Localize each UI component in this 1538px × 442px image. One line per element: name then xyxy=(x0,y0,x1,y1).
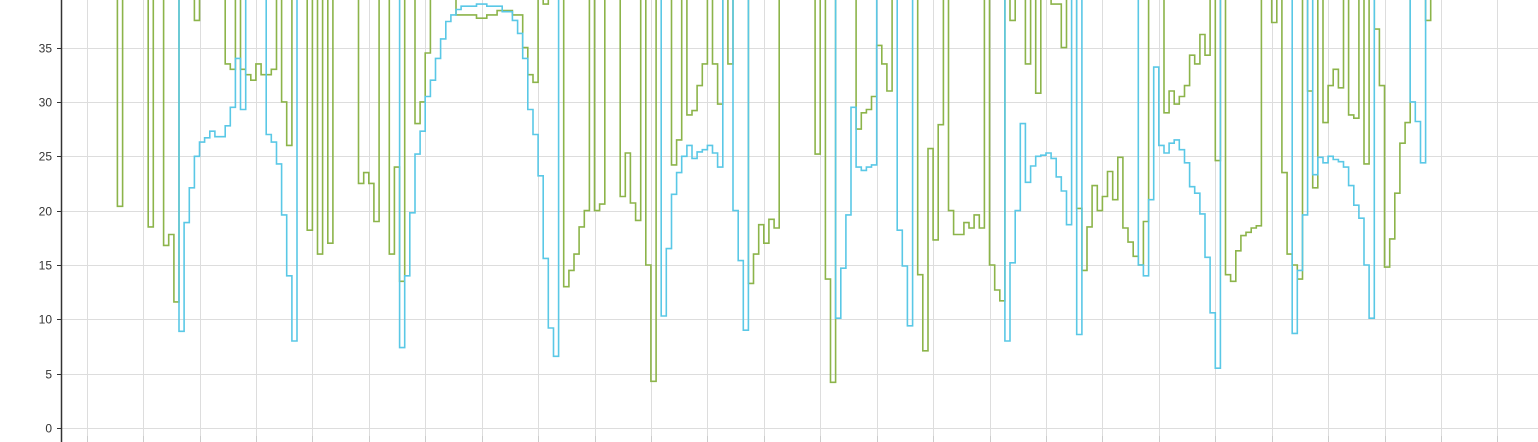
y-tick-label: 30 xyxy=(39,96,53,110)
y-tick-label: 5 xyxy=(45,368,52,382)
y-tick-label: 20 xyxy=(39,205,53,219)
y-tick-label: 10 xyxy=(39,313,53,327)
y-axis: 0 5 10 15 20 25 30 35 xyxy=(39,0,62,442)
y-tick-label: 25 xyxy=(39,150,53,164)
series-layer xyxy=(117,0,1430,382)
y-tick-label: 35 xyxy=(39,42,53,56)
grid xyxy=(61,0,1538,442)
y-tick-label: 0 xyxy=(45,422,52,436)
series-line-green xyxy=(117,0,1430,382)
series-line-blue xyxy=(179,0,1426,368)
y-tick-label: 15 xyxy=(39,259,53,273)
